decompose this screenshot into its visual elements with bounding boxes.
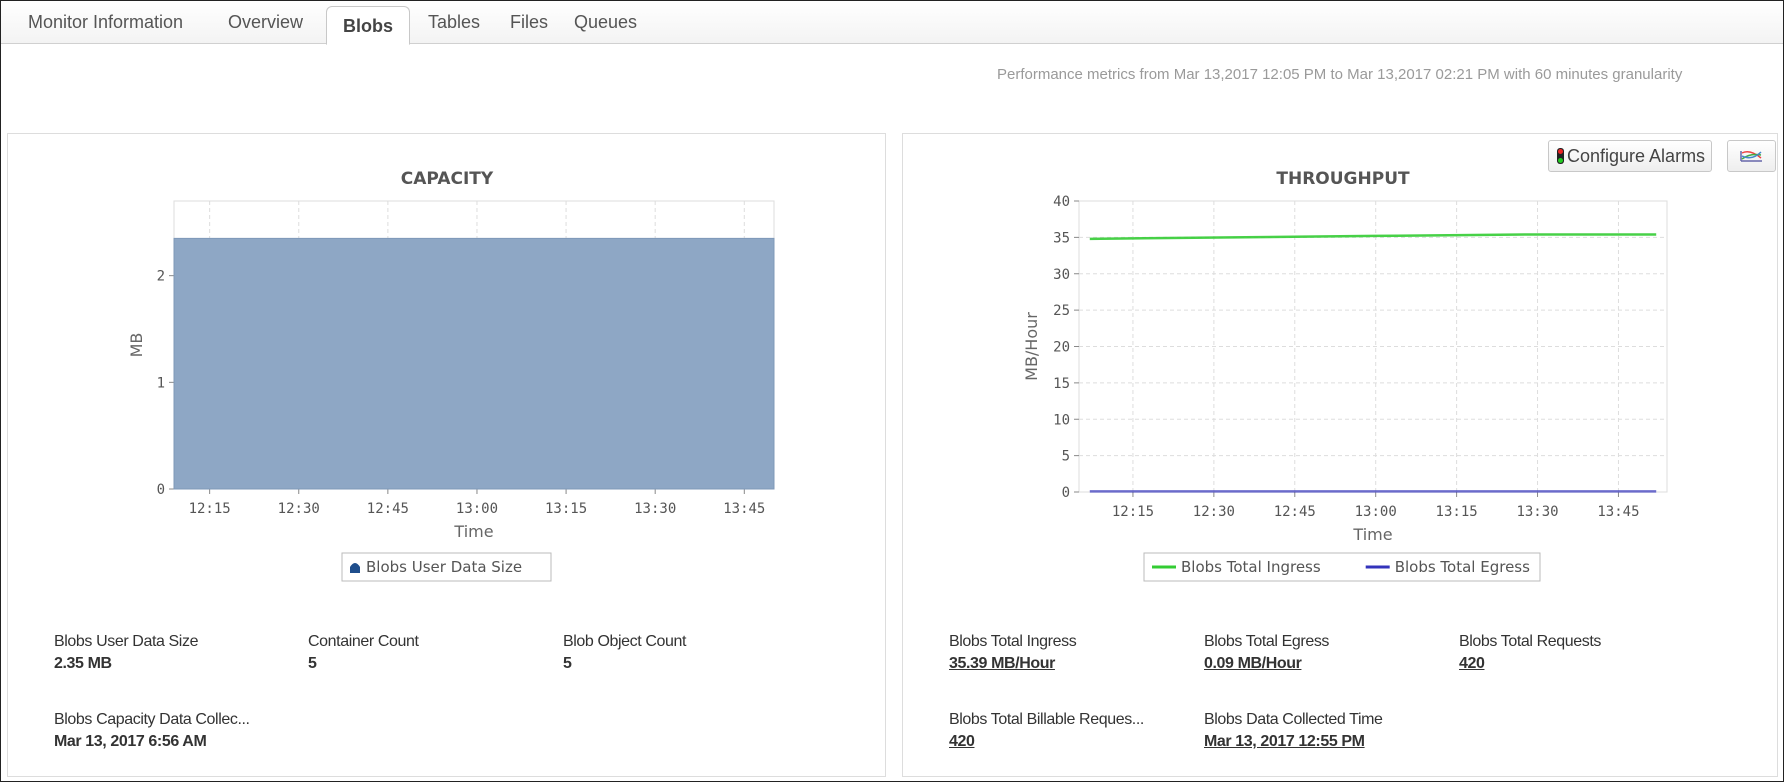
x-tick-label: 13:15 — [1436, 504, 1478, 520]
stat-value: 2.35 MB — [54, 655, 112, 672]
y-tick-label: 15 — [1053, 376, 1070, 392]
x-tick-label: 13:15 — [545, 501, 587, 517]
stat-label: Blobs Total Requests — [1459, 633, 1602, 650]
chart-options-button[interactable] — [1727, 140, 1776, 172]
legend-label: Blobs Total Ingress — [1181, 558, 1321, 576]
stat-label: Blobs Data Collected Time — [1204, 711, 1383, 728]
configure-alarms-button[interactable]: Configure Alarms — [1548, 140, 1713, 172]
capacity-chart-title: CAPACITY — [400, 169, 494, 189]
tab-tables[interactable]: Tables — [428, 12, 481, 32]
stat-label: Blobs Total Egress — [1204, 633, 1330, 650]
legend-box — [1143, 552, 1541, 582]
stat-item: Blobs Total Billable Reques... 420 — [949, 711, 1144, 751]
stat-label: Blobs Total Billable Reques... — [949, 711, 1144, 728]
stat-item: Blobs User Data Size 2.35 MB — [54, 633, 198, 673]
stat-value[interactable]: 0.09 MB/Hour — [1204, 655, 1302, 672]
stat-label: Blobs Total Ingress — [949, 633, 1077, 650]
tab-blobs[interactable]: Blobs — [326, 6, 411, 45]
x-tick-label: 12:15 — [1112, 504, 1154, 520]
tab-monitor-information[interactable]: Monitor Information — [28, 12, 184, 32]
stat-item: Blobs Total Ingress 35.39 MB/Hour — [949, 633, 1077, 673]
stat-value[interactable]: Mar 13, 2017 12:55 PM — [1204, 733, 1365, 750]
y-tick-label: 25 — [1053, 303, 1070, 319]
tab-bar: Monitor Information Overview Blobs Table… — [1, 1, 1783, 45]
x-tick-label: 12:30 — [1193, 504, 1235, 520]
x-axis-label: Time — [1352, 525, 1392, 544]
y-tick-label: 10 — [1053, 412, 1070, 428]
x-tick-label: 13:00 — [456, 501, 498, 517]
y-tick-label: 5 — [1062, 449, 1070, 465]
legend-label: Blobs User Data Size — [366, 558, 522, 576]
x-tick-label: 12:45 — [367, 501, 409, 517]
y-tick-label: 0 — [1062, 485, 1070, 501]
stat-item: Blobs Total Egress 0.09 MB/Hour — [1204, 633, 1329, 673]
x-tick-label: 12:30 — [278, 501, 320, 517]
y-tick-label: 30 — [1053, 267, 1070, 283]
x-tick-label: 13:30 — [634, 501, 676, 517]
capacity-area — [173, 237, 775, 490]
stat-label: Blobs Capacity Data Collec... — [54, 711, 250, 728]
y-tick-label: 0 — [157, 482, 165, 498]
tab-queues[interactable]: Queues — [574, 12, 638, 32]
performance-note: Performance metrics from Mar 13,2017 12:… — [997, 66, 1683, 83]
y-tick-label: 1 — [157, 375, 165, 391]
stat-label: Container Count — [308, 633, 419, 650]
stat-item: Container Count 5 — [308, 633, 419, 673]
x-tick-label: 13:30 — [1516, 504, 1558, 520]
stat-value: 5 — [308, 655, 317, 672]
y-axis-label: MB — [127, 333, 146, 358]
stat-value[interactable]: 35.39 MB/Hour — [949, 655, 1055, 672]
traffic-light-icon — [1557, 148, 1564, 164]
x-tick-label: 13:00 — [1355, 504, 1397, 520]
x-tick-label: 12:45 — [1274, 504, 1316, 520]
x-axis-label: Time — [453, 522, 493, 541]
ingress-line — [1089, 233, 1657, 241]
capacity-chart: 12:15 12:30 12:45 13:00 13:15 13:30 13:45 0 1 2 Ti… — [127, 200, 775, 582]
stat-item: Blob Object Count 5 — [563, 633, 686, 673]
legend-box — [341, 552, 552, 582]
tab-overview[interactable]: Overview — [228, 12, 304, 32]
stat-value[interactable]: 420 — [949, 733, 975, 750]
x-tick-label: 13:45 — [1597, 504, 1639, 520]
y-tick-label: 2 — [157, 269, 165, 285]
stat-label: Blobs User Data Size — [54, 633, 199, 650]
y-tick-label: 20 — [1053, 340, 1070, 356]
y-tick-label: 40 — [1053, 194, 1070, 210]
stat-value[interactable]: 420 — [1459, 655, 1485, 672]
stat-label: Blob Object Count — [563, 633, 687, 650]
stat-value: Mar 13, 2017 6:56 AM — [54, 733, 207, 750]
tab-files[interactable]: Files — [510, 12, 549, 32]
stat-value: 5 — [563, 655, 572, 672]
stat-item: Blobs Capacity Data Collec... Mar 13, 201… — [54, 711, 250, 751]
x-tick-label: 13:45 — [723, 501, 765, 517]
stat-item: Blobs Data Collected Time Mar 13, 2017 12… — [1204, 711, 1383, 751]
throughput-chart-title: THROUGHPUT — [1276, 169, 1410, 189]
configure-alarms-label: Configure Alarms — [1567, 146, 1706, 166]
line-chart-icon — [1740, 151, 1762, 162]
legend-label: Blobs Total Egress — [1395, 558, 1530, 576]
y-tick-label: 35 — [1053, 230, 1070, 246]
throughput-chart: 12:15 12:30 12:45 13:00 13:15 13:30 13:45 0 5 10 1… — [1022, 194, 1668, 582]
y-axis-label: MB/Hour — [1022, 312, 1041, 381]
stat-item: Blobs Total Requests 420 — [1459, 633, 1601, 673]
legend-area-icon — [350, 563, 360, 573]
x-tick-label: 12:15 — [189, 501, 231, 517]
